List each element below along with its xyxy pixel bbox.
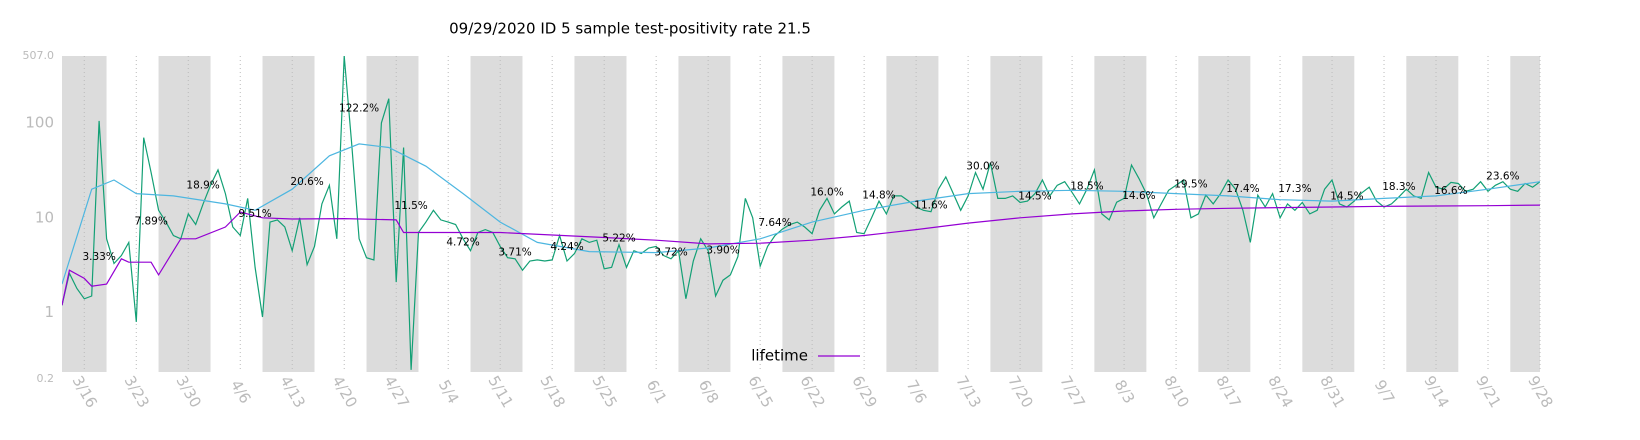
value-label: 17.3%	[1278, 183, 1311, 195]
value-label: 16.0%	[810, 186, 843, 198]
x-tick-label: 3/30	[172, 373, 204, 411]
week-band	[1406, 56, 1459, 372]
x-tick-label: 6/15	[744, 373, 776, 411]
x-tick-label: 7/13	[952, 373, 984, 411]
x-tick-label: 4/27	[380, 373, 412, 411]
value-label: 18.3%	[1382, 181, 1415, 193]
series-line	[62, 56, 1540, 370]
series-line	[62, 204, 1540, 306]
x-tick-label: 5/11	[484, 373, 516, 411]
x-tick-label: 3/16	[68, 373, 100, 411]
series-line	[62, 143, 1540, 285]
week-band	[1198, 56, 1251, 372]
x-tick-label: 8/10	[1160, 373, 1192, 411]
value-label: 23.6%	[1486, 170, 1519, 182]
value-label: 20.6%	[290, 176, 323, 188]
x-tick-label: 9/14	[1420, 373, 1452, 411]
week-band	[1302, 56, 1355, 372]
x-tick-label: 8/31	[1316, 373, 1348, 411]
x-tick-label: 7/27	[1056, 373, 1088, 411]
y-tick-label: 10	[35, 208, 54, 226]
value-label: 11.6%	[914, 200, 947, 212]
value-label: 14.6%	[1122, 190, 1155, 202]
x-tick-label: 5/4	[435, 377, 463, 407]
value-label: 5.22%	[602, 233, 635, 245]
x-tick-label: 8/24	[1264, 373, 1296, 411]
week-band	[678, 56, 731, 372]
x-tick-label: 4/20	[328, 373, 360, 411]
x-tick-label: 9/21	[1472, 373, 1504, 411]
x-tick-label: 7/6	[903, 377, 931, 407]
x-tick-label: 5/25	[588, 373, 620, 411]
value-label: 3.71%	[498, 247, 531, 259]
x-tick-label: 6/29	[848, 373, 880, 411]
week-band	[0, 56, 3, 372]
value-label: 18.9%	[186, 180, 219, 192]
x-tick-label: 9/7	[1371, 377, 1399, 407]
week-band	[782, 56, 835, 372]
value-label: 7.89%	[134, 216, 167, 228]
value-label: 122.2%	[339, 103, 379, 115]
x-tick-label: 4/6	[227, 377, 255, 407]
week-band	[574, 56, 627, 372]
week-band	[262, 56, 315, 372]
week-band	[158, 56, 211, 372]
value-label: 14.5%	[1018, 190, 1051, 202]
y-tick-label: 100	[25, 113, 54, 131]
y-tick-label: 1	[44, 303, 54, 321]
week-band	[990, 56, 1043, 372]
y-tick-label: 507.0	[23, 49, 55, 62]
value-label: 17.4%	[1226, 183, 1259, 195]
week-band	[1094, 56, 1147, 372]
value-label: 4.72%	[446, 237, 479, 249]
grid	[83, 56, 1541, 372]
x-tick-label: 8/3	[1111, 377, 1139, 407]
x-tick-label: 8/17	[1212, 373, 1244, 411]
value-label: 3.90%	[706, 245, 739, 257]
legend-label: lifetime	[751, 347, 808, 365]
value-label: 18.5%	[1070, 180, 1103, 192]
value-label: 30.0%	[966, 161, 999, 173]
x-tick-label: 5/18	[536, 373, 568, 411]
x-tick-label: 6/22	[796, 373, 828, 411]
y-tick-label: 0.2	[37, 372, 55, 385]
value-label: 11.5%	[394, 200, 427, 212]
plot-lines	[62, 56, 1540, 370]
x-tick-label: 9/28	[1524, 373, 1556, 411]
value-label: 14.5%	[1330, 190, 1363, 202]
chart-title: 09/29/2020 ID 5 sample test-positivity r…	[449, 20, 811, 38]
x-tick-label: 3/23	[120, 373, 152, 411]
value-label: 19.5%	[1174, 178, 1207, 190]
week-band	[470, 56, 523, 372]
value-label: 3.33%	[82, 251, 115, 263]
value-label: 7.64%	[758, 217, 791, 229]
value-label: 9.51%	[238, 208, 271, 220]
value-label: 16.6%	[1434, 185, 1467, 197]
value-label: 3.72%	[654, 247, 687, 259]
x-tick-label: 7/20	[1004, 373, 1036, 411]
value-label: 14.8%	[862, 190, 895, 202]
value-label: 4.24%	[550, 241, 583, 253]
week-band	[62, 56, 107, 372]
week-bands	[0, 56, 1540, 372]
x-tick-label: 4/13	[276, 373, 308, 411]
week-band	[886, 56, 939, 372]
week-band	[1510, 56, 1540, 372]
x-tick-label: 6/8	[695, 377, 723, 407]
x-tick-label: 6/1	[643, 377, 671, 407]
